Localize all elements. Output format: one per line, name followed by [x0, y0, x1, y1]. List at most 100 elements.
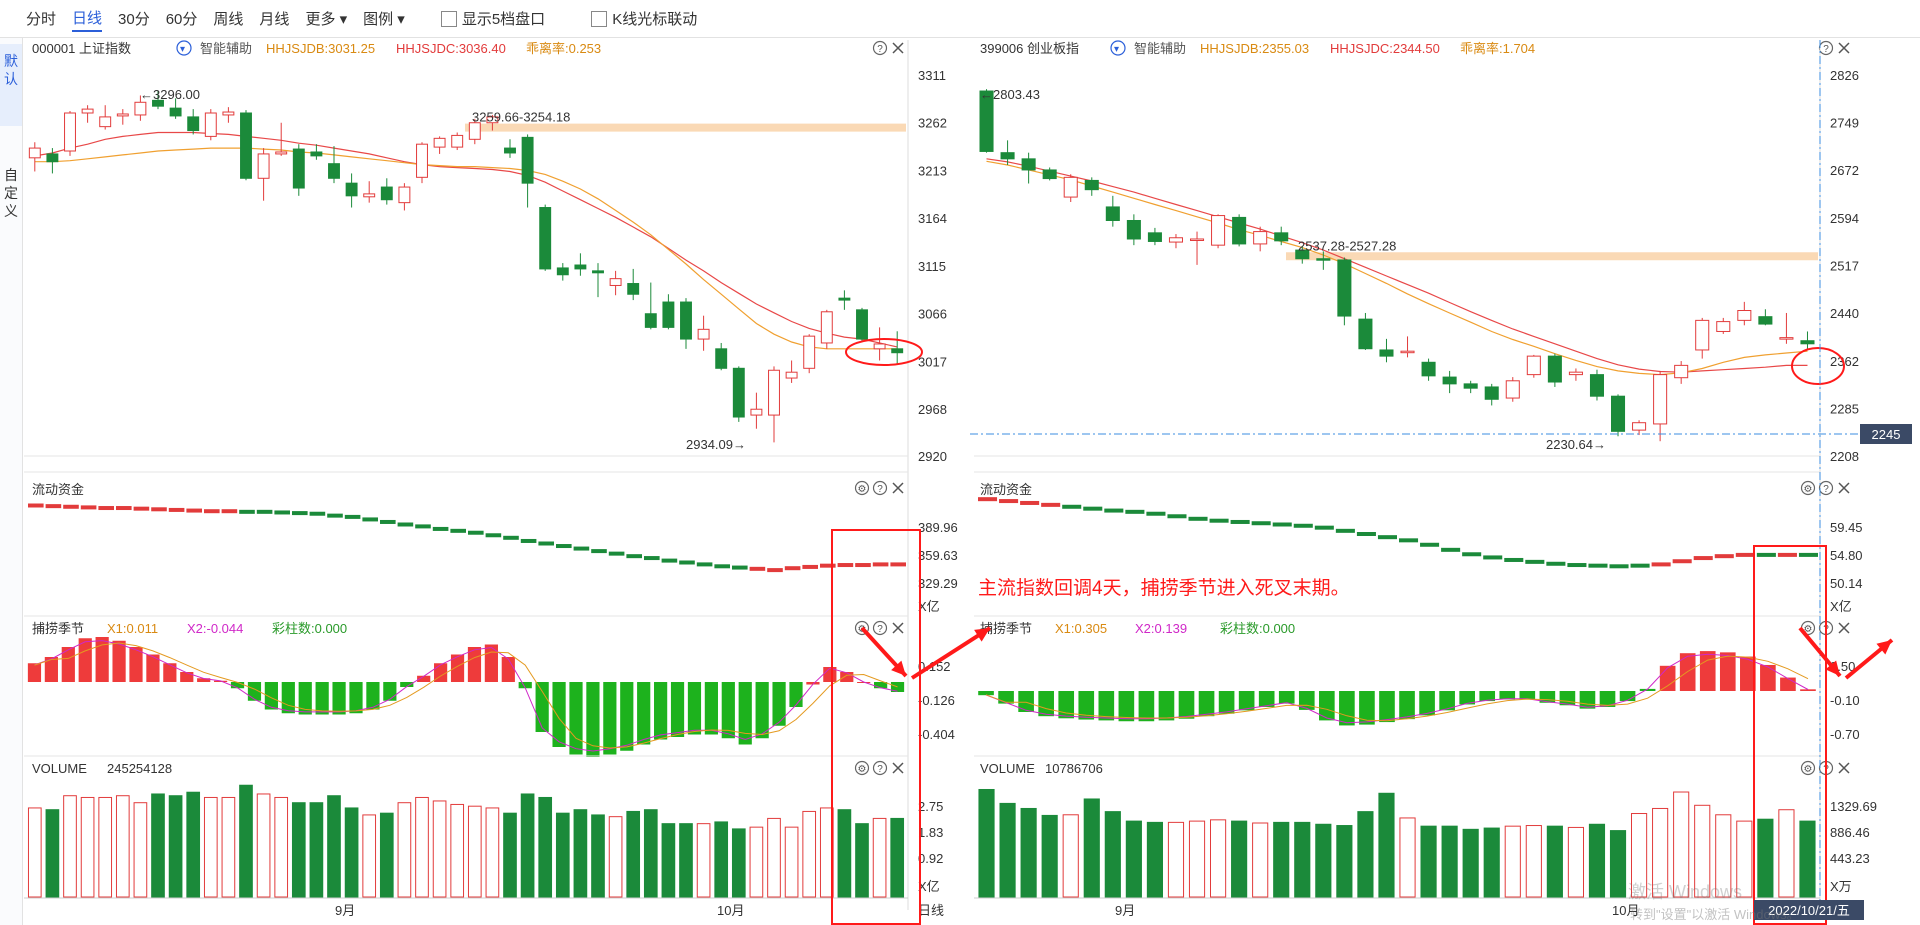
candle-body [979, 90, 994, 152]
right-candle [1021, 152, 1036, 184]
left-main-help-icon[interactable]: ? [872, 40, 888, 56]
left-main-close-icon[interactable] [892, 42, 904, 54]
right-flow-segment [1567, 563, 1587, 568]
right-ma1-line [986, 158, 1808, 373]
left-volume-bar [63, 795, 77, 898]
left-candle [856, 307, 868, 342]
right-flow-segment [1230, 519, 1250, 524]
left-catch-bar [789, 682, 803, 707]
right-flow-segment [1083, 506, 1103, 511]
icon-ring [872, 760, 888, 776]
right-flow-segment [1756, 552, 1776, 557]
left-catch-bar [129, 647, 143, 682]
left-ma1-line [34, 131, 898, 348]
left-catch-bar [78, 638, 92, 682]
left-catch-bar [654, 682, 668, 740]
left-catch-bar [620, 682, 634, 751]
left-flow-segment [63, 504, 79, 509]
left-flow-help-icon[interactable]: ? [872, 480, 888, 496]
left-volume-bar [397, 802, 412, 898]
tab-daily[interactable]: 日线 [72, 5, 103, 32]
right-volume-bar [1567, 826, 1585, 898]
right-highlight-ellipse [1791, 347, 1845, 385]
left-candle [521, 134, 534, 208]
candle-body [416, 143, 428, 178]
right-main-help-icon[interactable]: ? [1818, 40, 1834, 56]
right-flow-segment [1420, 542, 1440, 547]
side-tab-default[interactable]: 默认 [0, 44, 22, 126]
right-catch-bar [1519, 691, 1536, 700]
checkbox-box[interactable] [440, 10, 457, 27]
icon-ring [1800, 760, 1816, 776]
right-volume-close-icon[interactable] [1838, 762, 1850, 774]
left-catch-help-icon[interactable]: ? [872, 620, 888, 636]
right-candle [1779, 312, 1794, 344]
candle-body [1568, 371, 1583, 376]
left-volume-bar [626, 810, 641, 898]
tab-30min[interactable]: 30分 [118, 11, 150, 28]
right-flow-segment [1188, 516, 1208, 521]
candle-body [1358, 318, 1373, 350]
tab-timeshare[interactable]: 分时 [26, 11, 57, 28]
candle-body [680, 301, 692, 340]
left-high-label: ←3296.00 [140, 87, 200, 102]
left-candle [539, 204, 552, 271]
show-5level-checkbox[interactable]: 显示5档盘口 [440, 8, 545, 29]
right-flow-settings-icon[interactable]: ⚙ [1800, 480, 1816, 496]
left-catch-x1-line [34, 642, 898, 749]
left-y-tick: 2968 [918, 402, 947, 417]
right-main-close-icon[interactable] [1838, 42, 1850, 54]
tab-weekly[interactable]: 周线 [213, 11, 244, 28]
left-flow-segment [820, 563, 836, 568]
right-catch-close-icon[interactable] [1838, 622, 1850, 634]
candle-body [99, 116, 112, 128]
right-assist-dropdown-icon [1110, 40, 1126, 56]
left-jdb-value: HHJSJDB:3031.25 [266, 41, 375, 56]
left-candle [310, 144, 323, 160]
left-volume-close-icon[interactable] [892, 762, 904, 774]
left-volume-bar [239, 784, 253, 898]
kline-cursor-link-checkbox[interactable]: K线光标联动 [591, 8, 697, 29]
right-catch-bar [1339, 691, 1355, 726]
right-catch-bar [1278, 691, 1295, 704]
right-flow-help-icon[interactable]: ? [1818, 480, 1834, 496]
checkbox-box[interactable] [591, 10, 608, 27]
side-tab-custom[interactable]: 自定义 [0, 158, 22, 258]
right-catch-bar [1780, 677, 1796, 691]
left-volume-bar [133, 802, 148, 898]
right-volume-settings-icon[interactable]: ⚙ [1800, 760, 1816, 776]
left-catch-bar [417, 675, 431, 682]
more-dropdown[interactable]: 更多 ▾ [305, 11, 348, 28]
left-candle [644, 282, 657, 330]
left-flow-segment [556, 544, 572, 549]
legend-dropdown[interactable]: 图例 ▾ [363, 11, 405, 28]
left-catch-bar [400, 682, 414, 687]
left-volume-help-icon[interactable]: ? [872, 760, 888, 776]
left-catch-close-icon[interactable] [892, 622, 904, 634]
left-catch-bar [890, 682, 905, 692]
left-flow-close-icon[interactable] [892, 482, 904, 494]
candle-body [750, 408, 763, 416]
left-catch-bar [349, 682, 363, 714]
annot-arrow-right-down-head [1825, 660, 1840, 676]
left-volume-title: VOLUME [32, 761, 87, 776]
right-flow-segment [1588, 563, 1608, 568]
left-volume-settings-icon[interactable]: ⚙ [854, 760, 870, 776]
right-catch-bar [1218, 691, 1235, 714]
right-assist-label: 智能辅助 [1134, 41, 1186, 56]
left-flow-settings-icon[interactable]: ⚙ [854, 480, 870, 496]
right-assist-caret: ▾ [1114, 44, 1119, 55]
left-candle [504, 139, 516, 158]
tab-monthly[interactable]: 月线 [259, 11, 290, 28]
right-flow-segment [1293, 523, 1313, 528]
right-y-tick: 2749 [1830, 115, 1859, 130]
left-flow-segment [608, 551, 625, 556]
left-catch-bar [704, 682, 718, 735]
right-catch-x2: X2:0.139 [1135, 621, 1187, 636]
right-catch-bar [1539, 691, 1556, 703]
left-flow-segment [292, 511, 308, 516]
tab-60min[interactable]: 60分 [165, 11, 198, 28]
candle-body [891, 348, 904, 354]
right-flow-close-icon[interactable] [1838, 482, 1850, 494]
